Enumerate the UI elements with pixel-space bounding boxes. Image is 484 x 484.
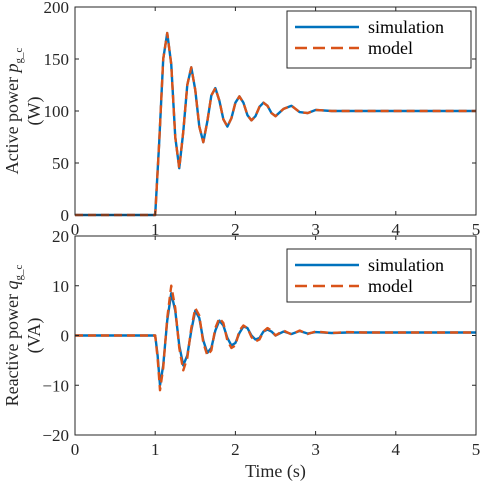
y-tick-label: 200 xyxy=(44,0,70,17)
x-tick-label: 3 xyxy=(311,440,320,459)
y-tick-label: 150 xyxy=(44,50,70,69)
legend-label-model: model xyxy=(368,38,413,58)
x-tick-label: 4 xyxy=(392,220,401,239)
series-line-model xyxy=(75,284,476,392)
y-tick-label: 10 xyxy=(52,277,69,296)
x-tick-label: 4 xyxy=(392,440,401,459)
y-tick-label: 100 xyxy=(44,102,70,121)
x-tick-label: 5 xyxy=(472,220,481,239)
series-line-model xyxy=(75,31,476,217)
legend-box xyxy=(286,248,472,303)
series-line-simulation xyxy=(75,292,476,387)
y-axis-label: Reactive power qg_c xyxy=(2,264,25,406)
legend-box xyxy=(286,10,472,69)
y-tick-label: −20 xyxy=(42,426,69,445)
y-tick-label: 0 xyxy=(61,206,70,225)
x-tick-label: 2 xyxy=(231,440,240,459)
x-tick-label: 2 xyxy=(231,220,240,239)
x-tick-label: 1 xyxy=(151,220,160,239)
y-tick-label: 50 xyxy=(52,154,69,173)
reactive-power-panel: 0 1 2 3 4 5 −20 −10 0 10 20 Reactive power qg_c(VA)… xyxy=(2,227,480,482)
x-tick-label: 0 xyxy=(71,440,80,459)
y-axis-unit-label: (W) xyxy=(24,97,45,126)
x-tick-label: 3 xyxy=(311,220,320,239)
y-tick-label: −10 xyxy=(42,376,69,395)
y-axis-label: Active power pg_c xyxy=(2,47,25,174)
legend-label-simulation: simulation xyxy=(368,255,444,275)
legend-label-simulation: simulation xyxy=(368,17,444,37)
x-tick-label: 5 xyxy=(472,440,481,459)
x-axis-label: Time (s) xyxy=(245,461,306,482)
legend-label-model: model xyxy=(368,276,413,296)
x-tick-label: 1 xyxy=(151,440,160,459)
y-tick-label: 20 xyxy=(52,227,69,246)
y-axis-unit-label: (VA) xyxy=(24,318,45,354)
y-tick-label: 0 xyxy=(61,327,70,346)
x-tick-label: 0 xyxy=(71,220,80,239)
